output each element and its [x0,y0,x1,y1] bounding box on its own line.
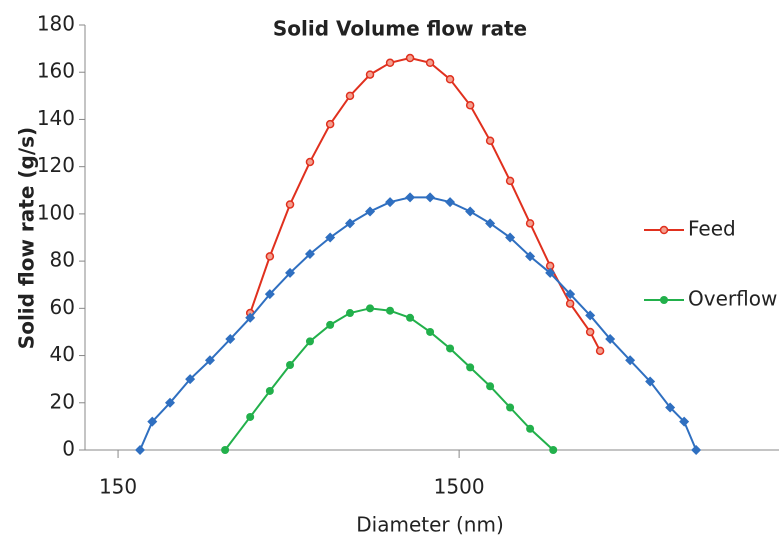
data-point [545,267,556,278]
data-point [385,58,395,68]
data-point [465,101,475,110]
y-axis-label: Solid flow rate (g/s) [15,127,39,349]
data-point [185,374,196,385]
data-point [406,313,415,322]
data-point [225,334,236,345]
data-point [135,445,146,455]
data-point [204,355,215,366]
data-point [245,312,256,323]
y-tick-label: 60 [50,295,75,319]
x-tick-label: 150 [99,475,137,499]
data-point [147,416,158,427]
data-point [305,157,315,167]
data-point [446,344,455,353]
data-point [405,192,416,203]
y-tick-label: 180 [37,12,75,36]
chart-title: Solid Volume flow rate [273,17,527,41]
data-point [246,412,255,421]
y-tick-label: 20 [50,389,75,413]
data-point [625,355,636,366]
data-point [506,403,515,412]
legend-label: Overflow [688,287,777,311]
legend-label: Feed [688,217,736,241]
y-tick-label: 160 [37,59,75,83]
data-point [325,119,335,129]
data-point [305,337,314,346]
data-point [465,206,476,217]
data-point [526,424,535,433]
data-point [265,386,274,395]
data-point [565,299,575,308]
data-point [366,304,375,313]
y-tick-label: 120 [37,153,75,177]
data-point [486,382,495,391]
data-point [691,445,702,455]
data-point [285,200,295,209]
y-tick-label: 140 [37,106,75,130]
data-point [385,197,396,208]
data-point [344,218,355,229]
data-point [365,70,375,79]
data-point [505,232,516,243]
data-point [326,320,335,329]
data-point [679,416,690,427]
data-point [445,197,456,208]
data-point [505,176,515,186]
data-point [164,397,175,408]
data-point [221,446,230,454]
series-line [249,57,601,352]
data-point [466,363,475,372]
data-point [645,376,656,387]
data-point [565,289,576,300]
data-point [549,446,558,454]
legend-marker [660,296,668,304]
data-point [595,346,605,356]
data-point [425,192,436,203]
data-point [485,136,495,145]
data-point [525,219,535,228]
y-tick-label: 0 [62,437,75,461]
data-point [425,58,435,68]
y-tick-label: 80 [50,248,75,272]
data-point [345,91,355,101]
series-line [224,307,554,451]
data-point [485,218,496,229]
x-tick-label: 1500 [434,475,485,499]
data-point [325,232,336,243]
data-point [365,206,376,217]
data-point [585,327,595,337]
data-point [286,361,295,369]
data-point [665,402,676,413]
data-point [285,267,296,278]
data-point [386,306,395,315]
x-axis-label: Diameter (nm) [356,513,504,537]
data-point [405,53,415,63]
data-point [585,310,596,321]
data-point [345,309,354,318]
y-tick-label: 100 [37,200,75,224]
data-point [426,327,435,336]
data-point [605,334,616,345]
legend-marker [659,225,669,235]
series-line [139,196,698,451]
y-tick-label: 40 [50,342,75,366]
data-point [445,75,455,84]
data-point [304,249,315,260]
data-point [264,289,275,300]
data-point [525,251,536,262]
data-point [265,252,275,261]
